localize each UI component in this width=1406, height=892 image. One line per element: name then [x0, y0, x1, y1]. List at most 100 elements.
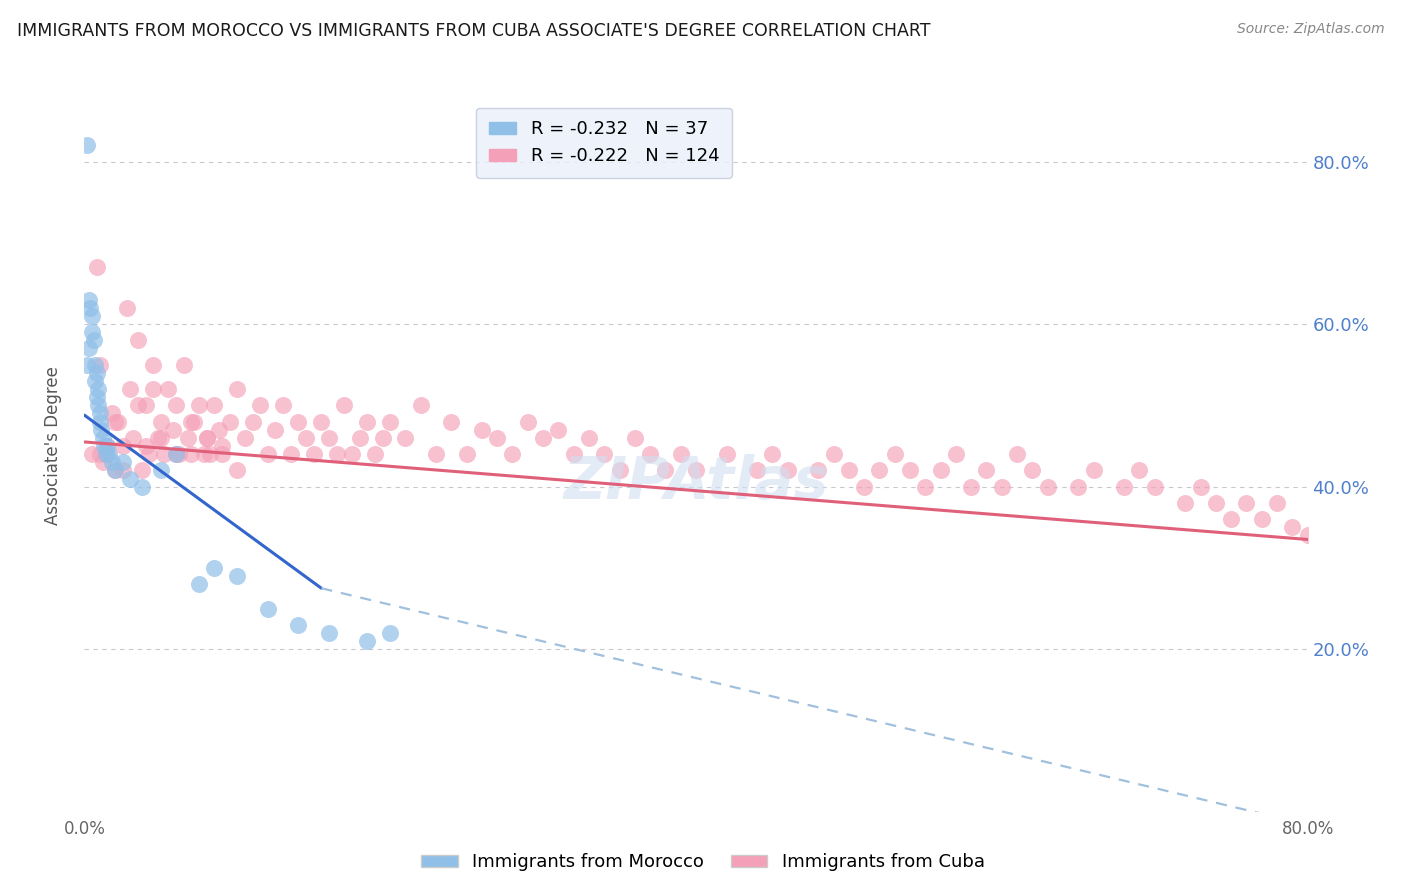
- Point: [101, 455, 124, 469]
- Point: [1281, 520, 1303, 534]
- Point: [149, 415, 172, 429]
- Point: [624, 431, 647, 445]
- Point: [264, 423, 287, 437]
- Point: [202, 561, 225, 575]
- Point: [104, 463, 127, 477]
- Point: [83, 334, 105, 348]
- Point: [593, 447, 616, 461]
- Point: [104, 415, 127, 429]
- Point: [96, 447, 118, 461]
- Point: [562, 447, 585, 461]
- Point: [157, 382, 180, 396]
- Point: [107, 415, 129, 429]
- Point: [685, 463, 707, 477]
- Point: [89, 447, 111, 461]
- Point: [976, 463, 998, 477]
- Text: ZIPAtlas: ZIPAtlas: [564, 454, 828, 511]
- Point: [945, 447, 967, 461]
- Point: [195, 431, 218, 445]
- Point: [349, 431, 371, 445]
- Point: [960, 480, 983, 494]
- Point: [96, 439, 118, 453]
- Point: [149, 463, 172, 477]
- Point: [77, 342, 100, 356]
- Point: [380, 626, 402, 640]
- Point: [86, 260, 108, 275]
- Point: [90, 423, 112, 437]
- Point: [1114, 480, 1136, 494]
- Point: [80, 325, 103, 339]
- Point: [280, 447, 302, 461]
- Point: [991, 480, 1014, 494]
- Point: [226, 463, 249, 477]
- Point: [302, 447, 325, 461]
- Point: [380, 415, 402, 429]
- Point: [89, 415, 111, 429]
- Point: [638, 447, 661, 461]
- Point: [271, 398, 294, 412]
- Point: [76, 138, 98, 153]
- Point: [257, 601, 280, 615]
- Point: [747, 463, 769, 477]
- Point: [531, 431, 554, 445]
- Point: [1128, 463, 1150, 477]
- Point: [131, 480, 153, 494]
- Point: [425, 447, 447, 461]
- Point: [547, 423, 569, 437]
- Point: [1005, 447, 1028, 461]
- Point: [371, 431, 394, 445]
- Point: [173, 358, 195, 372]
- Point: [94, 447, 117, 461]
- Point: [356, 634, 378, 648]
- Point: [1220, 512, 1243, 526]
- Point: [89, 358, 111, 372]
- Point: [80, 447, 103, 461]
- Point: [218, 415, 240, 429]
- Point: [167, 447, 190, 461]
- Point: [318, 431, 340, 445]
- Point: [208, 423, 231, 437]
- Point: [165, 447, 187, 461]
- Point: [211, 447, 233, 461]
- Point: [135, 398, 157, 412]
- Point: [226, 569, 249, 583]
- Point: [394, 431, 416, 445]
- Point: [183, 415, 205, 429]
- Point: [1205, 496, 1227, 510]
- Point: [257, 447, 280, 461]
- Point: [162, 423, 184, 437]
- Point: [340, 447, 363, 461]
- Point: [111, 463, 134, 477]
- Point: [146, 431, 169, 445]
- Point: [104, 463, 127, 477]
- Text: Source: ZipAtlas.com: Source: ZipAtlas.com: [1237, 22, 1385, 37]
- Point: [471, 423, 494, 437]
- Point: [79, 301, 101, 315]
- Point: [142, 358, 165, 372]
- Point: [180, 447, 202, 461]
- Point: [761, 447, 783, 461]
- Point: [127, 398, 149, 412]
- Point: [115, 301, 138, 315]
- Point: [165, 398, 187, 412]
- Point: [242, 415, 264, 429]
- Legend: R = -0.232   N = 37  , R = -0.222   N = 124: R = -0.232 N = 37 , R = -0.222 N = 124: [477, 108, 733, 178]
- Point: [89, 407, 111, 421]
- Point: [669, 447, 692, 461]
- Point: [111, 439, 134, 453]
- Point: [929, 463, 952, 477]
- Point: [188, 577, 211, 591]
- Point: [318, 626, 340, 640]
- Point: [211, 439, 233, 453]
- Point: [1036, 480, 1059, 494]
- Point: [142, 382, 165, 396]
- Point: [311, 415, 333, 429]
- Point: [1265, 496, 1288, 510]
- Point: [120, 382, 142, 396]
- Point: [198, 447, 221, 461]
- Point: [1143, 480, 1166, 494]
- Point: [249, 398, 271, 412]
- Point: [84, 358, 107, 372]
- Point: [869, 463, 891, 477]
- Point: [149, 431, 172, 445]
